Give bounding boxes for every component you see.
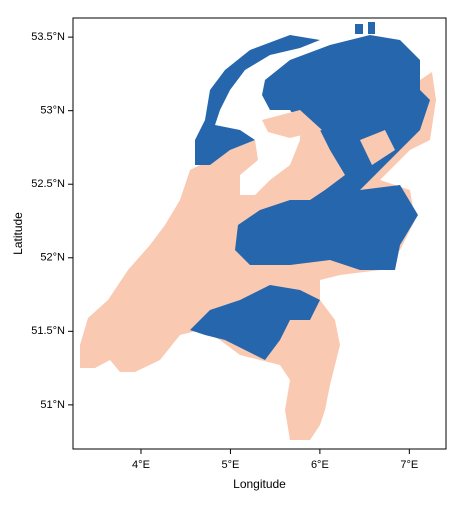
x-tick-label: 5°E	[221, 459, 239, 471]
y-tick-label: 53°N	[40, 105, 65, 117]
x-tick-label: 6°E	[311, 459, 329, 471]
y-axis-title: Latitude	[11, 212, 25, 255]
y-tick-label: 52°N	[40, 252, 65, 264]
water-area	[190, 285, 320, 360]
island	[368, 22, 375, 34]
water-area	[195, 35, 320, 165]
plot-frame	[72, 17, 447, 450]
x-axis-title: Longitude	[233, 477, 286, 491]
land-patch	[262, 110, 322, 138]
island	[355, 24, 363, 34]
raster	[80, 22, 436, 440]
x-tick-label: 7°E	[400, 459, 418, 471]
y-tick-label: 52.5°N	[31, 178, 65, 190]
y-tick-label: 53.5°N	[31, 31, 65, 43]
y-tick-label: 51°N	[40, 399, 65, 411]
y-tick-label: 51.5°N	[31, 325, 65, 337]
water-area	[235, 35, 430, 270]
land-patch	[360, 130, 395, 165]
x-tick-label: 4°E	[132, 459, 150, 471]
